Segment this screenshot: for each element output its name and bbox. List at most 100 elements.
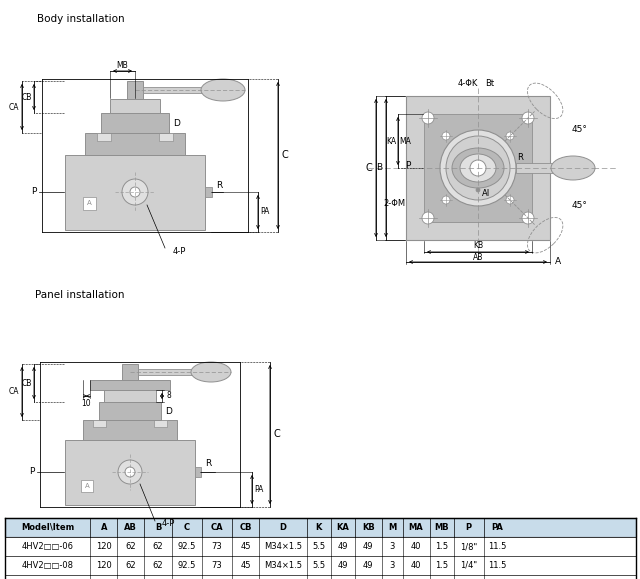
Ellipse shape xyxy=(452,148,504,188)
Text: 62: 62 xyxy=(153,561,163,570)
Text: C: C xyxy=(282,150,289,160)
Bar xyxy=(97,133,111,141)
Text: 45: 45 xyxy=(241,561,251,570)
Bar xyxy=(5,556,636,575)
Text: D: D xyxy=(166,408,172,416)
Text: KB: KB xyxy=(362,523,374,532)
Bar xyxy=(138,369,193,375)
Text: MA: MA xyxy=(399,137,411,145)
Bar xyxy=(90,380,170,390)
Text: 2-ΦM: 2-ΦM xyxy=(383,199,405,207)
Text: A: A xyxy=(555,258,561,266)
Text: 40: 40 xyxy=(411,561,421,570)
Ellipse shape xyxy=(191,362,231,382)
Text: 73: 73 xyxy=(212,542,222,551)
Text: AB: AB xyxy=(473,254,483,262)
Text: 5.5: 5.5 xyxy=(312,542,325,551)
Bar xyxy=(93,420,106,427)
Text: 4-ΦK: 4-ΦK xyxy=(458,79,478,89)
Bar xyxy=(195,467,201,477)
Text: 49: 49 xyxy=(363,561,373,570)
Bar xyxy=(99,402,161,420)
Text: KA: KA xyxy=(386,137,396,145)
Text: P: P xyxy=(29,467,35,477)
Circle shape xyxy=(476,188,480,192)
Text: CA: CA xyxy=(211,523,223,532)
Text: AI: AI xyxy=(482,189,490,199)
Text: D: D xyxy=(280,523,287,532)
Text: 1.5: 1.5 xyxy=(435,542,448,551)
Text: 92.5: 92.5 xyxy=(177,561,196,570)
Circle shape xyxy=(422,112,434,124)
Bar xyxy=(127,81,143,99)
Text: P: P xyxy=(31,188,37,196)
Ellipse shape xyxy=(446,136,510,200)
Text: 4HV2□□-06: 4HV2□□-06 xyxy=(22,542,74,551)
Circle shape xyxy=(522,212,534,224)
Text: 120: 120 xyxy=(96,561,111,570)
Ellipse shape xyxy=(551,156,595,180)
Bar xyxy=(154,420,167,427)
Text: 11.5: 11.5 xyxy=(488,542,507,551)
Circle shape xyxy=(125,467,135,477)
Text: 3: 3 xyxy=(389,542,395,551)
Text: KB: KB xyxy=(473,241,483,251)
Bar xyxy=(83,197,96,210)
Bar xyxy=(65,440,195,505)
Bar xyxy=(5,537,636,556)
Bar xyxy=(101,113,169,133)
Text: 62: 62 xyxy=(125,561,136,570)
Text: R: R xyxy=(205,460,211,468)
Text: A: A xyxy=(100,523,107,532)
Ellipse shape xyxy=(460,154,496,182)
Text: 1/8": 1/8" xyxy=(460,542,477,551)
Text: 4-P: 4-P xyxy=(173,247,186,256)
Text: CA: CA xyxy=(9,387,19,397)
Circle shape xyxy=(122,179,148,205)
Text: 120: 120 xyxy=(96,542,111,551)
Text: 49: 49 xyxy=(337,542,348,551)
Text: C: C xyxy=(365,163,372,173)
Text: 49: 49 xyxy=(337,561,348,570)
Text: M34×1.5: M34×1.5 xyxy=(264,561,302,570)
Bar xyxy=(122,364,138,380)
Bar xyxy=(5,575,636,579)
Bar xyxy=(85,133,185,155)
Ellipse shape xyxy=(440,130,516,206)
Bar xyxy=(406,96,550,240)
Circle shape xyxy=(118,460,142,484)
Text: K: K xyxy=(316,523,322,532)
Text: C: C xyxy=(274,429,280,439)
Text: Panel installation: Panel installation xyxy=(35,290,125,300)
Text: 73: 73 xyxy=(212,561,222,570)
Bar xyxy=(205,187,212,197)
Bar xyxy=(143,87,203,93)
Bar xyxy=(65,155,205,230)
Bar xyxy=(424,114,532,222)
Text: 5.5: 5.5 xyxy=(312,561,325,570)
Text: CA: CA xyxy=(9,102,19,112)
Text: 92.5: 92.5 xyxy=(177,542,196,551)
Text: CB: CB xyxy=(22,93,32,101)
Text: 1.5: 1.5 xyxy=(435,561,448,570)
Text: 45: 45 xyxy=(241,542,251,551)
Text: 40: 40 xyxy=(411,542,421,551)
Text: P: P xyxy=(466,523,472,532)
Text: CB: CB xyxy=(22,379,32,387)
Text: B: B xyxy=(155,523,161,532)
Bar xyxy=(516,163,561,173)
Text: B: B xyxy=(376,163,382,173)
Text: P: P xyxy=(404,162,410,170)
Bar xyxy=(81,480,93,492)
Text: Body installation: Body installation xyxy=(37,14,125,24)
Text: MB: MB xyxy=(435,523,449,532)
Circle shape xyxy=(422,212,434,224)
Text: D: D xyxy=(173,119,180,127)
Text: CB: CB xyxy=(239,523,252,532)
Text: PA: PA xyxy=(492,523,504,532)
Text: R: R xyxy=(517,153,523,163)
Text: M: M xyxy=(388,523,396,532)
Text: R: R xyxy=(216,181,222,189)
Text: 4HV2□□-08: 4HV2□□-08 xyxy=(22,561,74,570)
Text: Bt: Bt xyxy=(485,79,495,89)
